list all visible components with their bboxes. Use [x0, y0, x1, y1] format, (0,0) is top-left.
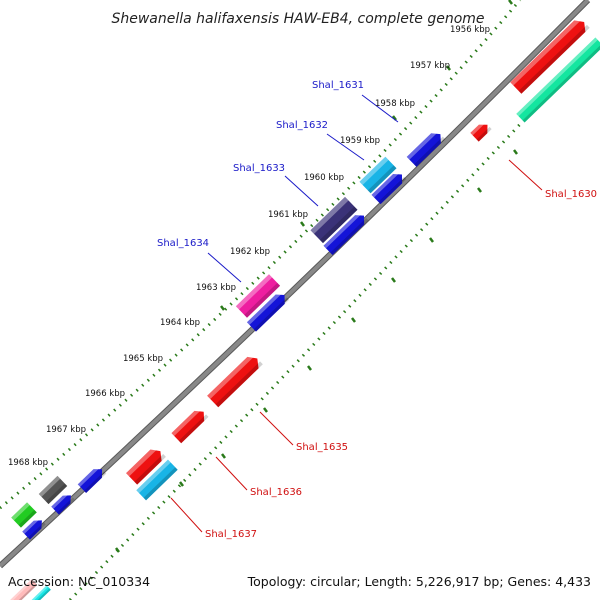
gene-label-shal-1632[interactable]: Shal_1632 — [276, 120, 328, 131]
gene-label-leader — [259, 411, 294, 446]
labels-layer: 1956 kbp 1957 kbp 1958 kbp 1959 kbp 1960 kbp… — [8, 25, 597, 540]
kbp-tick-label: 1958 kbp — [375, 99, 415, 109]
kbp-tick-label: 1959 kbp — [340, 136, 380, 146]
shal-1630-feature — [510, 16, 590, 94]
forward-blue-feature — [323, 210, 369, 256]
shal-1632-feature — [359, 156, 397, 194]
kbp-tick-label: 1968 kbp — [8, 458, 48, 468]
gene-label-leader — [508, 159, 543, 191]
gene-label-leader — [215, 456, 248, 491]
edge-feature-cyan — [25, 585, 51, 600]
outer-tick-track — [0, 0, 522, 510]
edge-feature-pink — [2, 579, 38, 600]
kbp-tick-label: 1960 kbp — [304, 173, 344, 183]
tick-mark — [391, 277, 396, 283]
map-title: Shewanella halifaxensis HAW-EB4, complet… — [111, 11, 484, 27]
reverse-red-feature — [126, 445, 166, 485]
kbp-tick-label: 1957 kbp — [410, 61, 450, 71]
tick-mark — [300, 221, 305, 227]
tick-mark — [392, 115, 397, 121]
kbp-tick-label: 1967 kbp — [46, 425, 86, 435]
kbp-tick-label: 1966 kbp — [85, 389, 125, 399]
gene-label-leader — [326, 133, 365, 161]
gene-label-shal-1631[interactable]: Shal_1631 — [312, 80, 364, 91]
kbp-tick-label: 1961 kbp — [268, 210, 308, 220]
shal-1637-feature — [136, 459, 178, 501]
tick-mark — [351, 317, 356, 323]
shal-1634-feature — [235, 274, 281, 318]
gray-feature — [38, 475, 68, 505]
forward-blue-feature — [246, 290, 290, 332]
forward-blue-feature — [371, 169, 407, 205]
shal-1631-feature — [406, 129, 446, 167]
gene-label-shal-1635[interactable]: Shal_1635 — [296, 442, 348, 453]
reverse-feature-teal — [516, 37, 600, 123]
kbp-tick-label: 1963 kbp — [196, 283, 236, 293]
forward-blue-feature — [22, 516, 46, 540]
tick-mark — [513, 149, 518, 155]
label-leaders-layer — [170, 94, 543, 533]
tick-mark — [446, 65, 451, 71]
shal-1633-feature — [310, 196, 358, 244]
gene-label-shal-1630[interactable]: Shal_1630 — [545, 189, 597, 200]
gene-features-layer — [2, 16, 600, 600]
tick-mark — [429, 237, 434, 243]
kbp-tick-label: 1965 kbp — [123, 354, 163, 364]
gene-label-shal-1633[interactable]: Shal_1633 — [233, 163, 285, 174]
tick-mark — [263, 407, 268, 413]
tick-mark — [179, 481, 184, 487]
gene-label-shal-1636[interactable]: Shal_1636 — [250, 487, 302, 498]
tick-mark — [307, 365, 312, 371]
forward-blue-feature — [51, 491, 75, 515]
gene-label-shal-1634[interactable]: Shal_1634 — [157, 238, 209, 249]
kbp-tick-label: 1964 kbp — [160, 318, 200, 328]
gene-label-leader — [170, 497, 203, 533]
tick-mark — [508, 0, 513, 5]
kbp-tick-label: 1956 kbp — [450, 25, 490, 35]
kbp-tick-label: 1962 kbp — [230, 247, 270, 257]
accession-text: Accession: NC_010334 — [8, 574, 150, 589]
inner-tick-track — [68, 36, 600, 600]
tick-mark — [220, 305, 225, 311]
forward-blue-feature — [77, 464, 107, 494]
small-red-feature — [470, 120, 492, 142]
shal-1635-feature — [207, 352, 263, 408]
genome-summary-text: Topology: circular; Length: 5,226,917 bp… — [247, 574, 591, 589]
green-feature — [11, 502, 37, 528]
shal-1636-feature — [171, 406, 209, 444]
tick-mark — [221, 453, 226, 459]
gene-label-leader — [284, 175, 319, 207]
gene-label-leader — [361, 94, 399, 123]
tick-mark — [115, 547, 120, 553]
gene-label-leader — [207, 252, 242, 283]
tick-mark — [477, 187, 482, 193]
gene-label-shal-1637[interactable]: Shal_1637 — [205, 529, 257, 540]
